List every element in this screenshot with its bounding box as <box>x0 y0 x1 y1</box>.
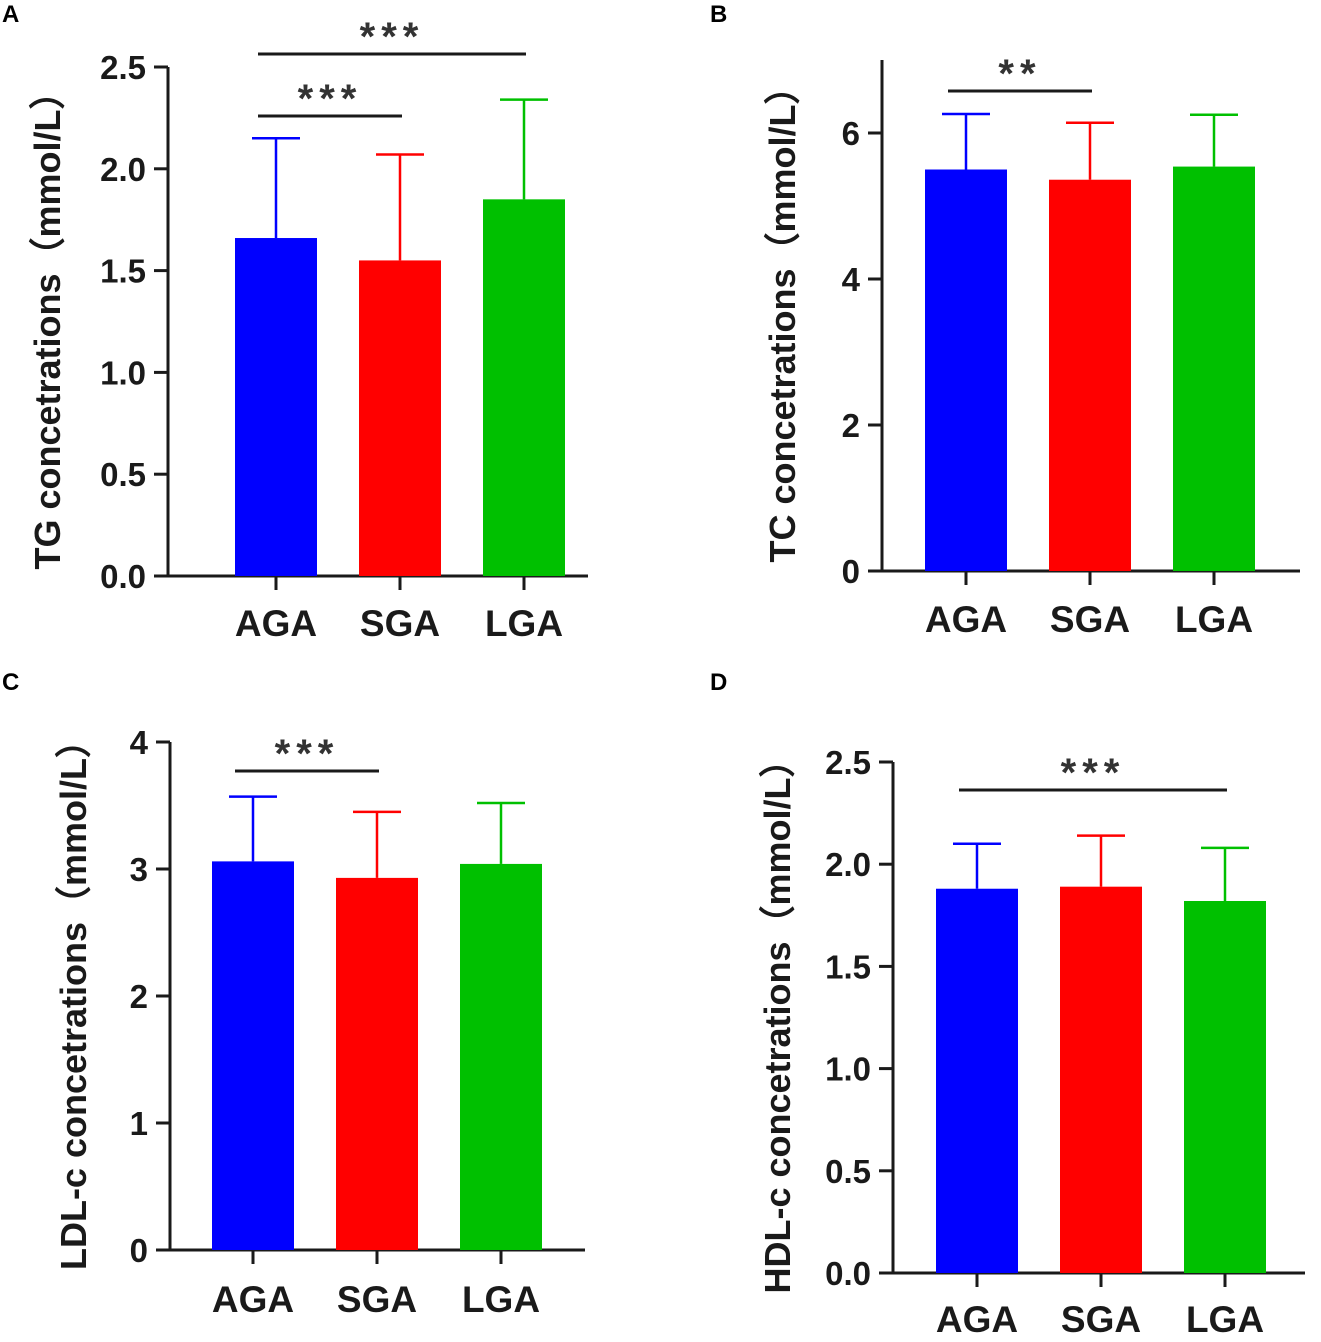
y-tick-label: 2.0 <box>100 151 146 188</box>
category-label-sga: SGA <box>337 1279 417 1320</box>
category-label-lga: LGA <box>1175 599 1253 640</box>
y-tick-label: 0 <box>130 1232 148 1269</box>
y-tick-label: 4 <box>842 261 861 298</box>
panel-a: A 0.0 0.5 1.0 1.5 2.0 2.5 TG concetrations（mmol… <box>2 1 588 644</box>
category-label-lga: LGA <box>462 1279 540 1320</box>
panel-letter: D <box>710 669 727 696</box>
y-tick-label: 2.0 <box>825 846 871 883</box>
category-label-aga: AGA <box>925 599 1007 640</box>
y-tick-label: 1.0 <box>100 354 146 391</box>
y-tick-label: 0 <box>842 553 860 590</box>
category-label-sga: SGA <box>1050 599 1130 640</box>
category-label-lga: LGA <box>485 603 563 644</box>
significance-label: ** <box>998 52 1041 96</box>
category-label-sga: SGA <box>360 603 440 644</box>
bar-aga <box>212 861 294 1250</box>
bar-lga <box>460 863 542 1250</box>
category-label-lga: LGA <box>1186 1299 1264 1340</box>
y-tick-label: 2.5 <box>100 49 146 86</box>
panel-c: C 0 1 2 3 4 LDL-c concetrations（mmol/L） AGA SGA L… <box>2 669 585 1320</box>
y-tick-label: 4 <box>130 724 149 761</box>
bar-sga <box>1060 886 1142 1273</box>
y-tick-label: 1.5 <box>100 253 146 290</box>
bar-sga <box>336 877 418 1250</box>
significance-label: *** <box>1061 751 1126 795</box>
panel-d: D 0.0 0.5 1.0 1.5 2.0 2.5 HDL-c concetrations（m… <box>710 669 1305 1340</box>
y-tick-label: 0.0 <box>100 558 146 595</box>
bar-aga <box>235 238 317 577</box>
y-tick-label: 2.5 <box>825 744 871 781</box>
bar-aga <box>936 888 1018 1273</box>
y-tick-label: 1.5 <box>825 948 871 985</box>
y-tick-label: 1.0 <box>825 1051 871 1088</box>
y-tick-label: 2 <box>130 978 148 1015</box>
significance-label: *** <box>298 77 363 121</box>
bar-lga <box>1173 166 1255 571</box>
panel-b: B 0 2 4 6 TC concetrations（mmol/L） AGA SGA LGA ** <box>710 1 1300 640</box>
bar-lga <box>1184 900 1266 1273</box>
y-axis-label: HDL-c concetrations（mmol/L） <box>757 741 798 1293</box>
y-tick-label: 6 <box>842 115 860 152</box>
panel-letter: A <box>2 1 19 28</box>
panel-letter: C <box>2 669 19 696</box>
significance-label: *** <box>275 732 340 776</box>
significance-label: *** <box>360 15 425 59</box>
category-label-aga: AGA <box>235 603 317 644</box>
y-tick-label: 0.5 <box>825 1153 871 1190</box>
category-label-aga: AGA <box>936 1299 1018 1340</box>
category-label-aga: AGA <box>212 1279 294 1320</box>
y-tick-label: 0.5 <box>100 456 146 493</box>
bar-sga <box>1049 179 1131 571</box>
bar-lga <box>483 199 565 576</box>
y-tick-label: 3 <box>130 851 148 888</box>
category-label-sga: SGA <box>1061 1299 1141 1340</box>
y-tick-label: 0.0 <box>825 1255 871 1292</box>
y-tick-label: 2 <box>842 407 860 444</box>
y-axis-label: TG concetrations（mmol/L） <box>27 73 68 569</box>
panel-letter: B <box>710 1 727 28</box>
bar-sga <box>359 260 441 576</box>
bar-aga <box>925 169 1007 571</box>
y-axis-label: TC concetrations（mmol/L） <box>762 68 803 562</box>
y-tick-label: 1 <box>130 1105 148 1142</box>
y-axis-label: LDL-c concetrations（mmol/L） <box>53 722 94 1270</box>
